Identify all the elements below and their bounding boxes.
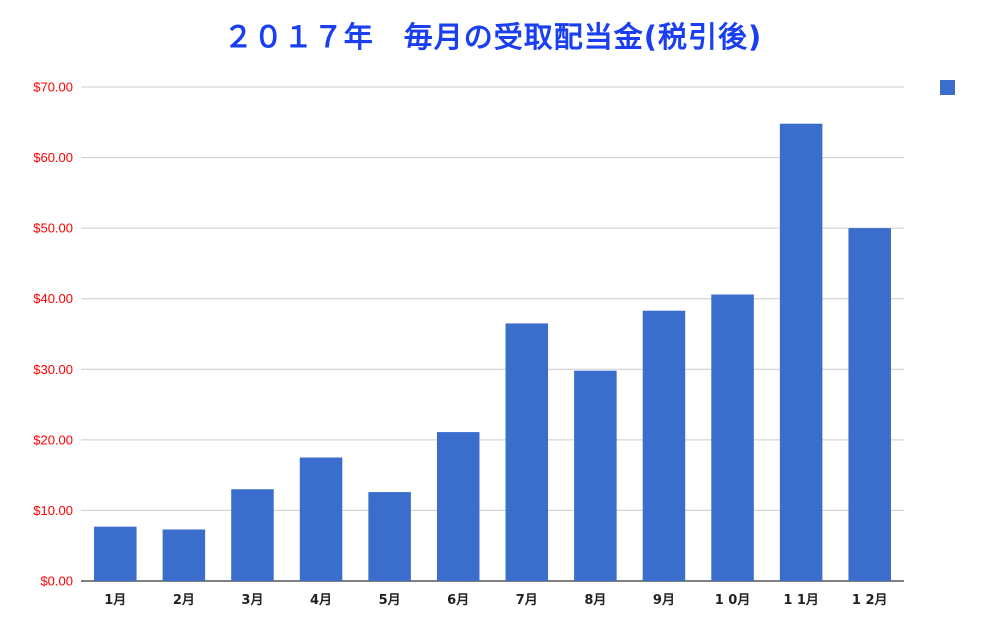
legend-swatch xyxy=(940,80,955,95)
x-tick-label: 9月 xyxy=(653,593,675,608)
y-tick-label: $70.00 xyxy=(33,80,73,95)
bar xyxy=(642,310,686,581)
x-tick-label: 6月 xyxy=(447,593,469,608)
y-tick-label: $0.00 xyxy=(40,574,73,589)
bar xyxy=(162,529,206,581)
x-axis-ticks: 1月 2月 3月 4月 5月 6月 7月 8月 9月 1 0月 1 1月 1 2月 xyxy=(104,593,887,608)
bar xyxy=(574,370,617,581)
y-tick-label: $10.00 xyxy=(33,503,73,518)
y-tick-label: $60.00 xyxy=(33,150,73,165)
bar xyxy=(94,526,137,581)
bar xyxy=(711,294,754,581)
bars xyxy=(94,123,891,581)
bar xyxy=(231,489,274,581)
x-tick-label: 1月 xyxy=(104,593,126,608)
y-tick-label: $50.00 xyxy=(33,221,73,236)
bar xyxy=(368,492,411,581)
bar xyxy=(299,457,343,581)
gridlines xyxy=(81,86,904,582)
y-tick-label: $30.00 xyxy=(33,362,73,377)
x-tick-label: 1 0月 xyxy=(715,593,751,608)
y-tick-label: $20.00 xyxy=(33,432,73,447)
bar xyxy=(505,323,549,581)
x-tick-label: 2月 xyxy=(173,593,195,608)
y-axis-ticks: $0.00 $10.00 $20.00 $30.00 $40.00 $50.00 $60.0… xyxy=(33,80,73,589)
bar xyxy=(436,432,480,581)
bar xyxy=(848,228,891,581)
bar xyxy=(779,123,823,581)
legend xyxy=(940,80,955,95)
chart-title: ２０１７年 毎月の受取配当金(税引後) xyxy=(223,20,763,54)
x-tick-label: 1 2月 xyxy=(852,593,888,608)
x-tick-label: 1 1月 xyxy=(783,593,819,608)
x-tick-label: 5月 xyxy=(379,593,401,608)
x-tick-label: 4月 xyxy=(310,593,332,608)
x-tick-label: 7月 xyxy=(516,593,538,608)
y-tick-label: $40.00 xyxy=(33,291,73,306)
x-tick-label: 8月 xyxy=(584,593,606,608)
x-tick-label: 3月 xyxy=(241,593,263,608)
